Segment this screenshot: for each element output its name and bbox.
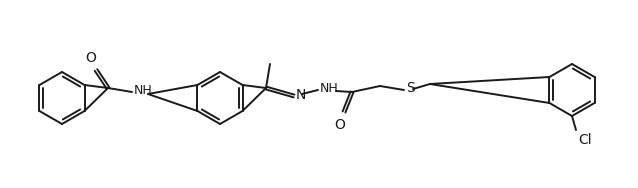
Text: N: N xyxy=(296,88,306,102)
Text: O: O xyxy=(334,118,345,132)
Text: S: S xyxy=(406,81,415,95)
Text: NH: NH xyxy=(320,83,339,96)
Text: O: O xyxy=(85,51,96,65)
Text: NH: NH xyxy=(134,84,152,98)
Text: Cl: Cl xyxy=(578,133,591,147)
